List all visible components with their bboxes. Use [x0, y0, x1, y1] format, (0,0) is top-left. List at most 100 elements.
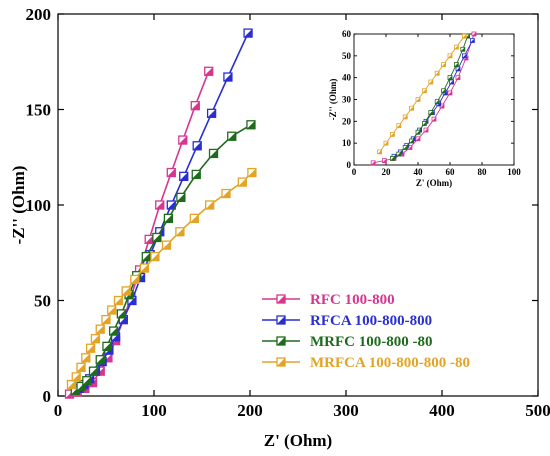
main-series-4-point-fill — [150, 252, 159, 261]
legend-marker-fill-1 — [277, 295, 285, 303]
main-series-3-point-fill — [89, 367, 98, 376]
inset-x-tick-label: 20 — [382, 167, 392, 177]
inset-series-4-point-fill — [416, 97, 420, 102]
main-series-3-point-fill — [192, 170, 201, 179]
inset-series-1-point-fill — [472, 32, 476, 36]
main-x-tick-label: 500 — [525, 401, 550, 420]
main-series-4-point-fill — [238, 178, 247, 187]
main-series-1-point-fill — [155, 201, 164, 209]
main-series-4-point-fill — [222, 189, 230, 198]
inset-series-3-point-fill — [416, 130, 420, 135]
inset-series-3-point-fill — [390, 156, 395, 161]
main-series-2-point-fill — [193, 141, 202, 150]
inset-series-1-point-fill — [432, 117, 436, 122]
inset-series-1-point-fill — [424, 128, 428, 133]
inset-series-4-point-fill — [422, 88, 427, 93]
legend-marker-fill-4 — [277, 358, 285, 366]
legend: RFC 100-800 RFCA 100-800-800 MRFC 100-800 … — [262, 292, 470, 371]
main-series-4-point-fill — [114, 296, 123, 305]
inset-series-3-point-fill — [448, 75, 452, 80]
main-series-4-point-fill — [175, 227, 184, 236]
inset-x-axis-label: Z' (Ohm) — [416, 178, 452, 188]
inset-frame — [353, 33, 515, 166]
main-series-4-point-fill — [247, 168, 256, 177]
inset-series-1-point-fill — [408, 145, 412, 150]
inset-x-tick-label: 0 — [352, 167, 357, 177]
main-series-1-point-fill — [191, 101, 200, 110]
inset-series-4-point-fill — [462, 34, 467, 39]
inset-series-2-point-fill — [462, 53, 467, 58]
inset-series-4-point-fill — [454, 45, 459, 50]
main-series-3-point-fill — [246, 120, 255, 129]
main-x-tick-label: 100 — [141, 401, 167, 420]
inset-y-tick-label: 50 — [342, 51, 352, 61]
legend-marker-fill-3 — [277, 337, 285, 345]
main-series-4-point-fill — [72, 372, 81, 381]
main-series-2-point-fill — [167, 201, 176, 209]
main-y-axis-label: -Z'' (Ohm) — [9, 166, 28, 245]
inset-x-tick-label: 80 — [478, 167, 488, 177]
inset-y-tick-label: 0 — [347, 160, 352, 170]
inset-series-2-point-fill — [449, 80, 454, 85]
inset-y-tick-label: 60 — [342, 29, 352, 39]
main-series-3-point-fill — [102, 342, 111, 351]
inset-series-3-point-fill — [396, 152, 401, 157]
main-y-tick-label: 100 — [26, 196, 52, 215]
legend-marker-fill-2 — [277, 316, 285, 324]
inset-x-tick-label: 40 — [414, 167, 424, 177]
inset-x-tick-label: 60 — [446, 167, 456, 177]
main-x-axis-label: Z' (Ohm) — [264, 431, 332, 450]
main-series-1-point-fill — [167, 168, 176, 177]
main-series-2-point-fill — [179, 172, 188, 181]
inset-series-4-point-fill — [428, 80, 433, 85]
inset-series-1-point-fill — [448, 90, 452, 95]
main-series-4-point-fill — [190, 214, 199, 223]
inset-series-4-point-fill — [448, 53, 452, 58]
legend-label-3: MRFC 100-800 -80 — [310, 334, 432, 350]
inset-series-2-point-fill — [456, 66, 460, 71]
main-series-2-point-fill — [127, 296, 136, 305]
inset-y-tick-label: 10 — [342, 138, 352, 148]
main-series-3-point-fill — [176, 193, 185, 202]
inset-series-4-point-fill — [377, 149, 382, 154]
inset-y-tick-label: 30 — [342, 95, 352, 105]
main-series-4-point-fill — [96, 325, 105, 334]
main-x-tick-label: 200 — [237, 401, 263, 420]
inset-series-1-point-fill — [456, 75, 460, 80]
main-y-tick-label: 0 — [43, 387, 52, 406]
main-series-3-point-fill — [109, 327, 118, 336]
inset-series-4-point-fill — [409, 106, 414, 111]
main-series-3-point-fill — [227, 132, 236, 141]
inset-series-4-point-fill — [396, 123, 401, 128]
main-series-3-point-fill — [117, 309, 126, 318]
main-series-4-point-fill — [77, 363, 86, 372]
main-series-4-point-fill — [91, 334, 100, 343]
legend-label-2: RFCA 100-800-800 — [310, 313, 432, 329]
inset-series-3-point-fill — [428, 110, 433, 115]
inset-series-3-point-fill — [435, 99, 440, 104]
main-series-2-point-fill — [207, 109, 216, 118]
inset-y-tick-label: 20 — [342, 116, 352, 126]
main-y-tick-label: 200 — [26, 5, 52, 24]
inset-series-1-point-fill — [416, 136, 420, 141]
inset-series-3-point-fill — [422, 121, 427, 126]
main-series-1-point-fill — [178, 136, 187, 145]
main-series-1-point-fill — [145, 235, 154, 244]
main-x-tick-label: 400 — [429, 401, 455, 420]
inset-series-3-point-fill — [409, 138, 414, 143]
inset-series-3-point-fill — [454, 62, 459, 67]
inset-y-tick-label: 40 — [342, 73, 352, 83]
main-y-tick-label: 50 — [34, 292, 51, 311]
main-series-2-point-fill — [244, 29, 253, 38]
main-series-4-point-fill — [67, 380, 76, 389]
main-series-4-point-fill — [107, 306, 116, 315]
inset-series-3-point-fill — [460, 47, 465, 52]
inset-series-4-point-fill — [435, 71, 440, 76]
main-series-3-point-fill — [125, 290, 134, 299]
inset-x-tick-label: 100 — [507, 167, 521, 177]
main-x-tick-label: 300 — [333, 401, 359, 420]
main-series-3-point-fill — [96, 355, 105, 364]
main-series-3-point-fill — [164, 214, 173, 223]
